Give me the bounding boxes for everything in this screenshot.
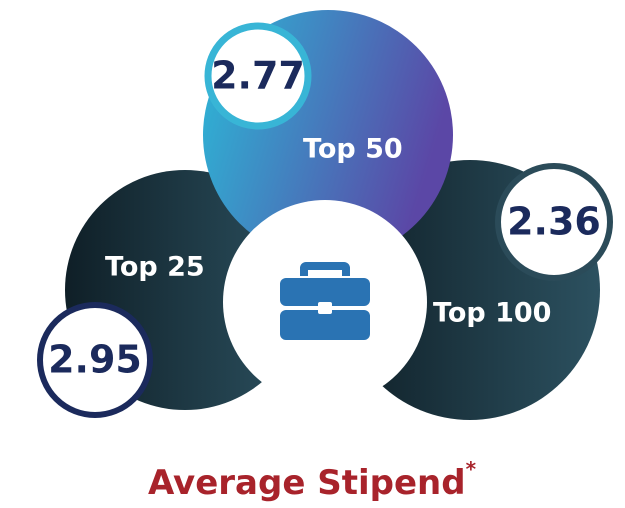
- value-circle: [495, 163, 613, 281]
- item-label: Top 50: [303, 134, 403, 165]
- briefcase-icon: [280, 262, 370, 340]
- value-circle: [37, 302, 153, 418]
- item-label: Top 25: [105, 252, 205, 283]
- footnote-mark: *: [466, 457, 477, 481]
- value-circle: [204, 22, 312, 130]
- item-value: 2.77: [211, 54, 305, 98]
- item-label: Top 100: [433, 298, 551, 329]
- item-value: 2.36: [507, 200, 601, 244]
- item-value: 2.95: [48, 338, 142, 382]
- title-text: Average Stipend: [148, 463, 466, 503]
- title: Average Stipend*: [148, 457, 477, 503]
